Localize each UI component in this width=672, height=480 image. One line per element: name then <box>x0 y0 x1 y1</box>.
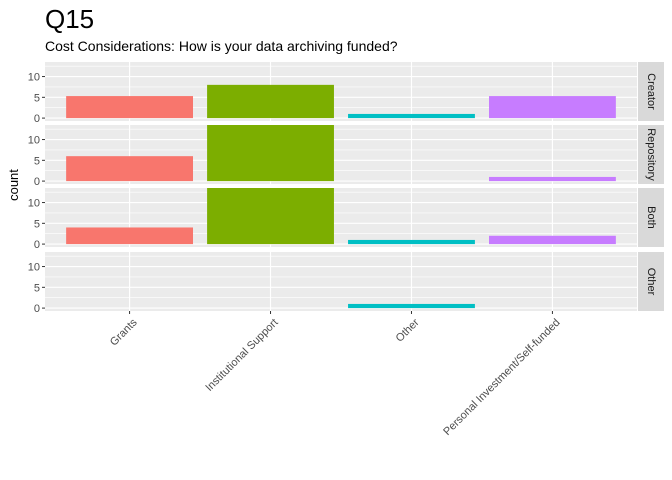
y-tick-label: 5 <box>34 282 40 294</box>
bar-personal-investment-self-funded <box>489 235 616 245</box>
panel-background <box>45 252 637 311</box>
y-tick-label: 0 <box>34 113 40 125</box>
bar-other <box>348 239 475 245</box>
facet-strip-label: Both <box>645 206 657 229</box>
x-tick-label: Institutional Support <box>203 317 280 394</box>
y-tick-label: 5 <box>34 218 40 230</box>
y-tick-label: 10 <box>28 198 40 210</box>
facet-panels: 0 5 10 Creator 0 5 10 Repository 0 5 10 Both 0 5 10 Oth… <box>28 62 664 315</box>
bar-personal-investment-self-funded <box>489 176 616 182</box>
bar-other <box>348 113 475 119</box>
facet-strip <box>638 188 664 247</box>
facet-strip-label: Other <box>645 268 657 296</box>
facet-strip <box>638 125 664 184</box>
facet-strip <box>638 252 664 311</box>
chart-title: Q15 <box>45 4 94 34</box>
y-tick-label: 10 <box>28 262 40 274</box>
panel-both: 0 5 10 Both <box>28 188 664 251</box>
y-tick-label: 0 <box>34 303 40 315</box>
facet-strip-label: Repository <box>645 128 657 181</box>
y-tick-label: 0 <box>34 176 40 188</box>
bar-grants <box>66 227 193 245</box>
y-tick-label: 5 <box>34 155 40 167</box>
bar-grants <box>66 156 193 182</box>
y-tick-label: 0 <box>34 239 40 251</box>
x-tick-label: Other <box>394 316 422 344</box>
y-axis-title: count <box>6 169 21 201</box>
facet-strip-label: Creator <box>645 73 657 110</box>
bar-other <box>348 303 475 309</box>
facet-strip <box>638 62 664 121</box>
bar-institutional-support <box>207 84 334 119</box>
bar-grants <box>66 96 193 119</box>
bar-institutional-support <box>207 188 334 245</box>
y-tick-label: 5 <box>34 92 40 104</box>
y-tick-label: 10 <box>28 72 40 84</box>
x-tick-label: Grants <box>108 316 140 348</box>
panel-other: 0 5 10 Other <box>28 252 664 315</box>
bar-personal-investment-self-funded <box>489 96 616 119</box>
y-tick-label: 10 <box>28 135 40 147</box>
bar-institutional-support <box>207 125 334 182</box>
x-tick-label: Personal Investment/Self-funded <box>441 317 562 438</box>
x-axis: Grants Institutional Support Other Personal… <box>108 311 563 438</box>
panel-repository: 0 5 10 Repository <box>28 125 664 188</box>
chart-subtitle: Cost Considerations: How is your data ar… <box>45 38 398 54</box>
panel-creator: 0 5 10 Creator <box>28 62 664 125</box>
